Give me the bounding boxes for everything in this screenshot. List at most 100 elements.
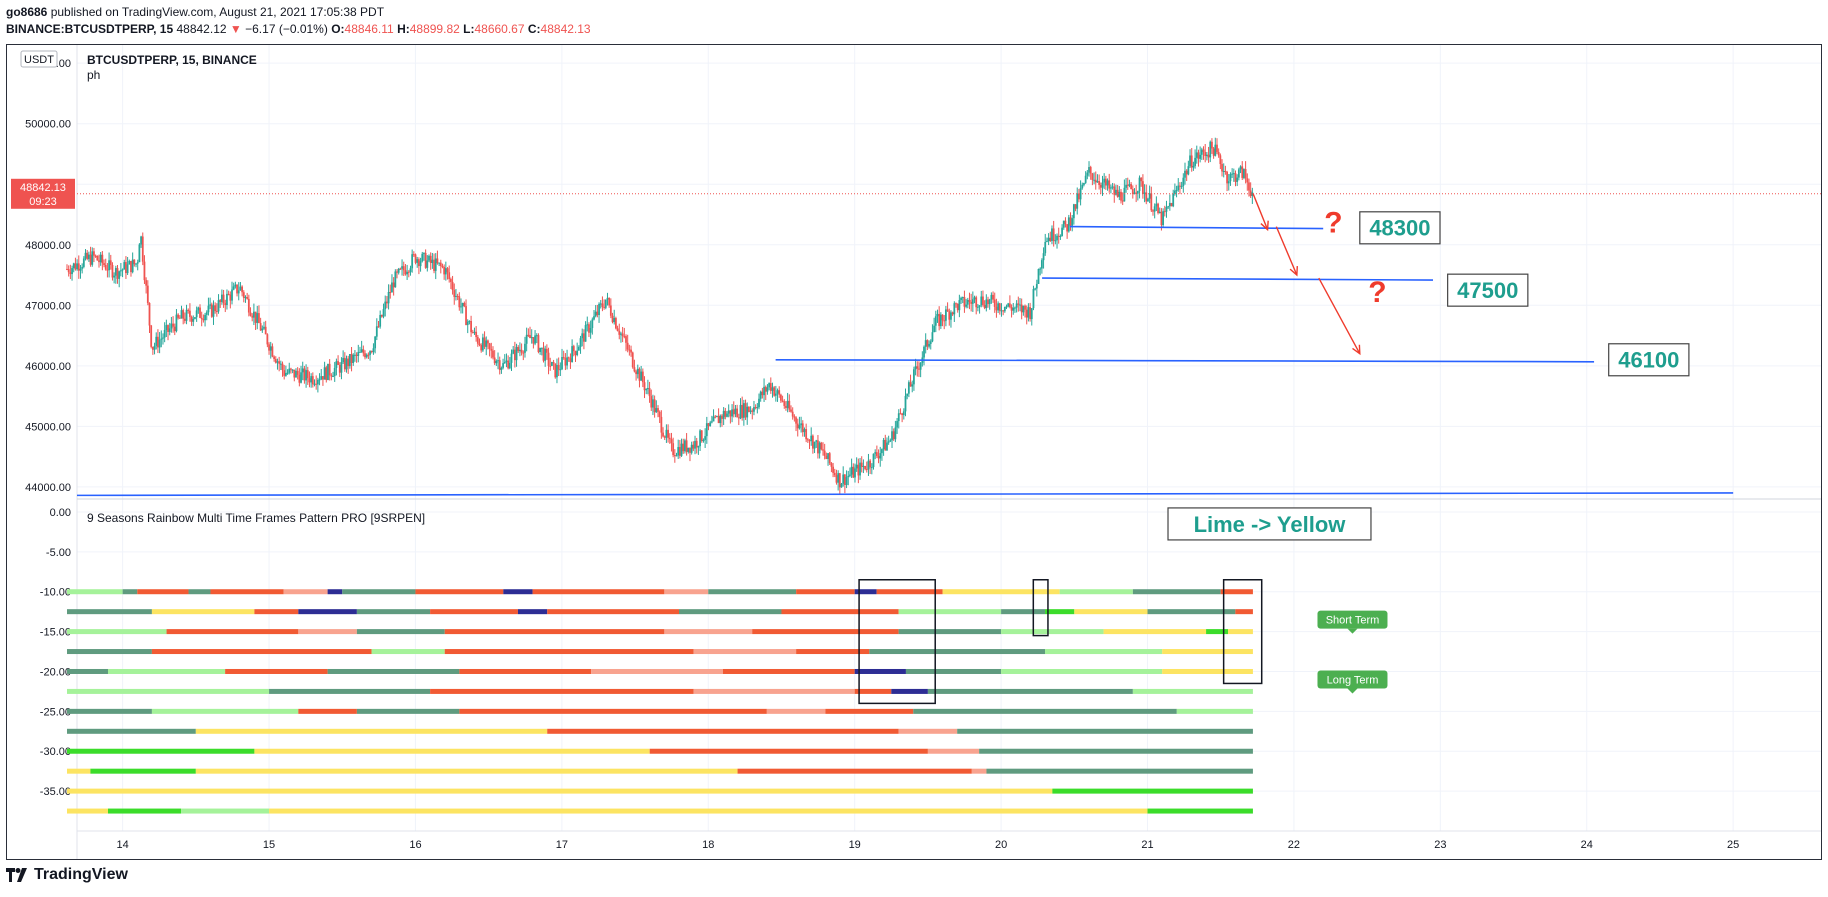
author-name[interactable]: go8686 — [6, 5, 48, 19]
level-line[interactable] — [1069, 225, 1324, 230]
candle-body — [566, 357, 568, 366]
candle-body — [1157, 203, 1159, 213]
level-label-48300[interactable]: 48300 — [1369, 216, 1430, 241]
candle-body — [645, 389, 648, 391]
candle-body — [663, 436, 666, 438]
candle-body — [1128, 184, 1131, 186]
time-axis[interactable]: 14 15 16 17 18 19 20 21 22 23 24 25 — [117, 839, 1740, 851]
highlight-box[interactable] — [1222, 579, 1263, 685]
candle-body — [1216, 144, 1218, 152]
tradingview-logo[interactable]: TradingView — [6, 866, 128, 884]
candle-body — [513, 349, 516, 361]
candle-body — [384, 301, 387, 310]
short-term-badge-bg[interactable] — [1317, 610, 1388, 629]
question-mark[interactable]: ? — [1368, 276, 1386, 309]
arrow-head[interactable] — [1289, 266, 1298, 277]
question-mark[interactable]: ? — [1324, 207, 1342, 240]
highlight-box[interactable] — [858, 579, 936, 705]
long-term-badge[interactable]: Long Term — [1327, 674, 1379, 686]
level-line[interactable] — [1042, 277, 1434, 281]
candle-body — [200, 317, 203, 320]
time-tick-label: 25 — [1727, 839, 1739, 851]
candle-body — [1244, 169, 1247, 179]
projection-arrows[interactable] — [1252, 193, 1361, 356]
candle-body — [125, 262, 127, 274]
drawn-levels[interactable] — [76, 225, 1734, 497]
candle-body — [1106, 180, 1109, 186]
candle-body — [219, 300, 222, 302]
candle-body — [244, 297, 247, 299]
candle-body — [887, 441, 890, 443]
indicator-tick-label: -10.00 — [40, 587, 71, 599]
candle-body — [359, 351, 361, 353]
level-label-46100[interactable]: 46100 — [1618, 348, 1679, 373]
candle-body — [210, 304, 213, 317]
candle-body — [1246, 178, 1249, 183]
long-term-badge-bg[interactable] — [1317, 670, 1388, 689]
arrow-shaft[interactable] — [1252, 193, 1269, 230]
candle-body — [492, 350, 494, 358]
candle-body — [1056, 235, 1058, 241]
level-label-47500-box[interactable] — [1447, 273, 1529, 307]
indicator-legend[interactable]: 9 Seasons Rainbow Multi Time Frames Patt… — [87, 511, 425, 525]
candle-body — [817, 440, 819, 454]
candle-body — [982, 296, 984, 305]
candle-body — [1064, 220, 1067, 225]
arrow-head[interactable] — [1352, 344, 1361, 356]
candle-body — [1110, 187, 1112, 189]
candle-body — [338, 364, 341, 373]
candle-body — [980, 296, 983, 306]
arrow-shaft[interactable] — [1275, 226, 1298, 276]
candle-body — [345, 358, 348, 370]
candle-body — [362, 349, 365, 354]
band-segment — [122, 589, 138, 595]
level-label-46100-box[interactable] — [1608, 343, 1690, 377]
chart-symbol-legend[interactable]: BTCUSDTPERP, 15, BINANCE — [87, 53, 257, 67]
arrow-shaft[interactable] — [1318, 277, 1361, 355]
candle-body — [167, 325, 169, 332]
band-segment — [298, 609, 357, 615]
high-value: 48899.82 — [409, 22, 460, 36]
lime-yellow-label[interactable]: Lime -> Yellow — [1194, 512, 1347, 537]
band-segment — [269, 808, 1148, 814]
short-term-badge[interactable]: Short Term — [1326, 615, 1380, 627]
lime-yellow-label-box[interactable] — [1167, 507, 1372, 541]
highlight-box[interactable] — [1032, 579, 1049, 637]
candle-body — [522, 352, 525, 354]
support-line[interactable] — [76, 492, 1734, 497]
price-axis[interactable]: 44000.00 45000.00 46000.00 47000.00 48000.00… — [25, 58, 71, 494]
candle-body — [157, 336, 159, 348]
currency-button[interactable] — [20, 50, 58, 68]
candle-body — [990, 294, 993, 300]
candle-body — [672, 443, 675, 456]
chart-frame[interactable]: 44000.00 45000.00 46000.00 47000.00 48000.00… — [6, 44, 1822, 860]
indicator-axis[interactable]: 0.00 -5.00 -10.00 -15.00 -20.00 -25.00 -30.00 -… — [40, 507, 71, 798]
indicator-short-legend[interactable]: ph — [87, 68, 100, 82]
candle-body — [192, 318, 195, 322]
candle-body — [1147, 198, 1149, 202]
candle-body — [1249, 190, 1252, 196]
candle-body — [850, 466, 853, 475]
candle-body — [1202, 149, 1205, 153]
level-label-47500[interactable]: 47500 — [1457, 278, 1518, 303]
candle-body — [678, 447, 681, 456]
level-line[interactable] — [775, 358, 1595, 363]
candle-body — [581, 333, 584, 339]
band-segment — [459, 708, 767, 714]
candle-body — [172, 323, 174, 327]
arrow-head[interactable] — [1260, 220, 1269, 232]
candle-body — [1227, 181, 1230, 184]
candle-body — [823, 450, 826, 456]
candle-body — [392, 282, 395, 288]
level-label-48300-box[interactable] — [1359, 211, 1441, 245]
annotations[interactable]: 48300 47500 46100?? Lime -> Yellow Short Ter… — [1167, 207, 1690, 694]
candle-body — [113, 275, 116, 278]
chart-canvas[interactable]: 44000.00 45000.00 46000.00 47000.00 48000.00… — [7, 45, 1821, 859]
candle-body — [1083, 182, 1085, 185]
candle-body — [891, 431, 893, 441]
candle-body — [114, 268, 117, 276]
highlight-boxes[interactable] — [858, 579, 1263, 705]
band-segment — [986, 768, 1253, 774]
candle-body — [256, 313, 259, 323]
candle-body — [633, 367, 636, 372]
